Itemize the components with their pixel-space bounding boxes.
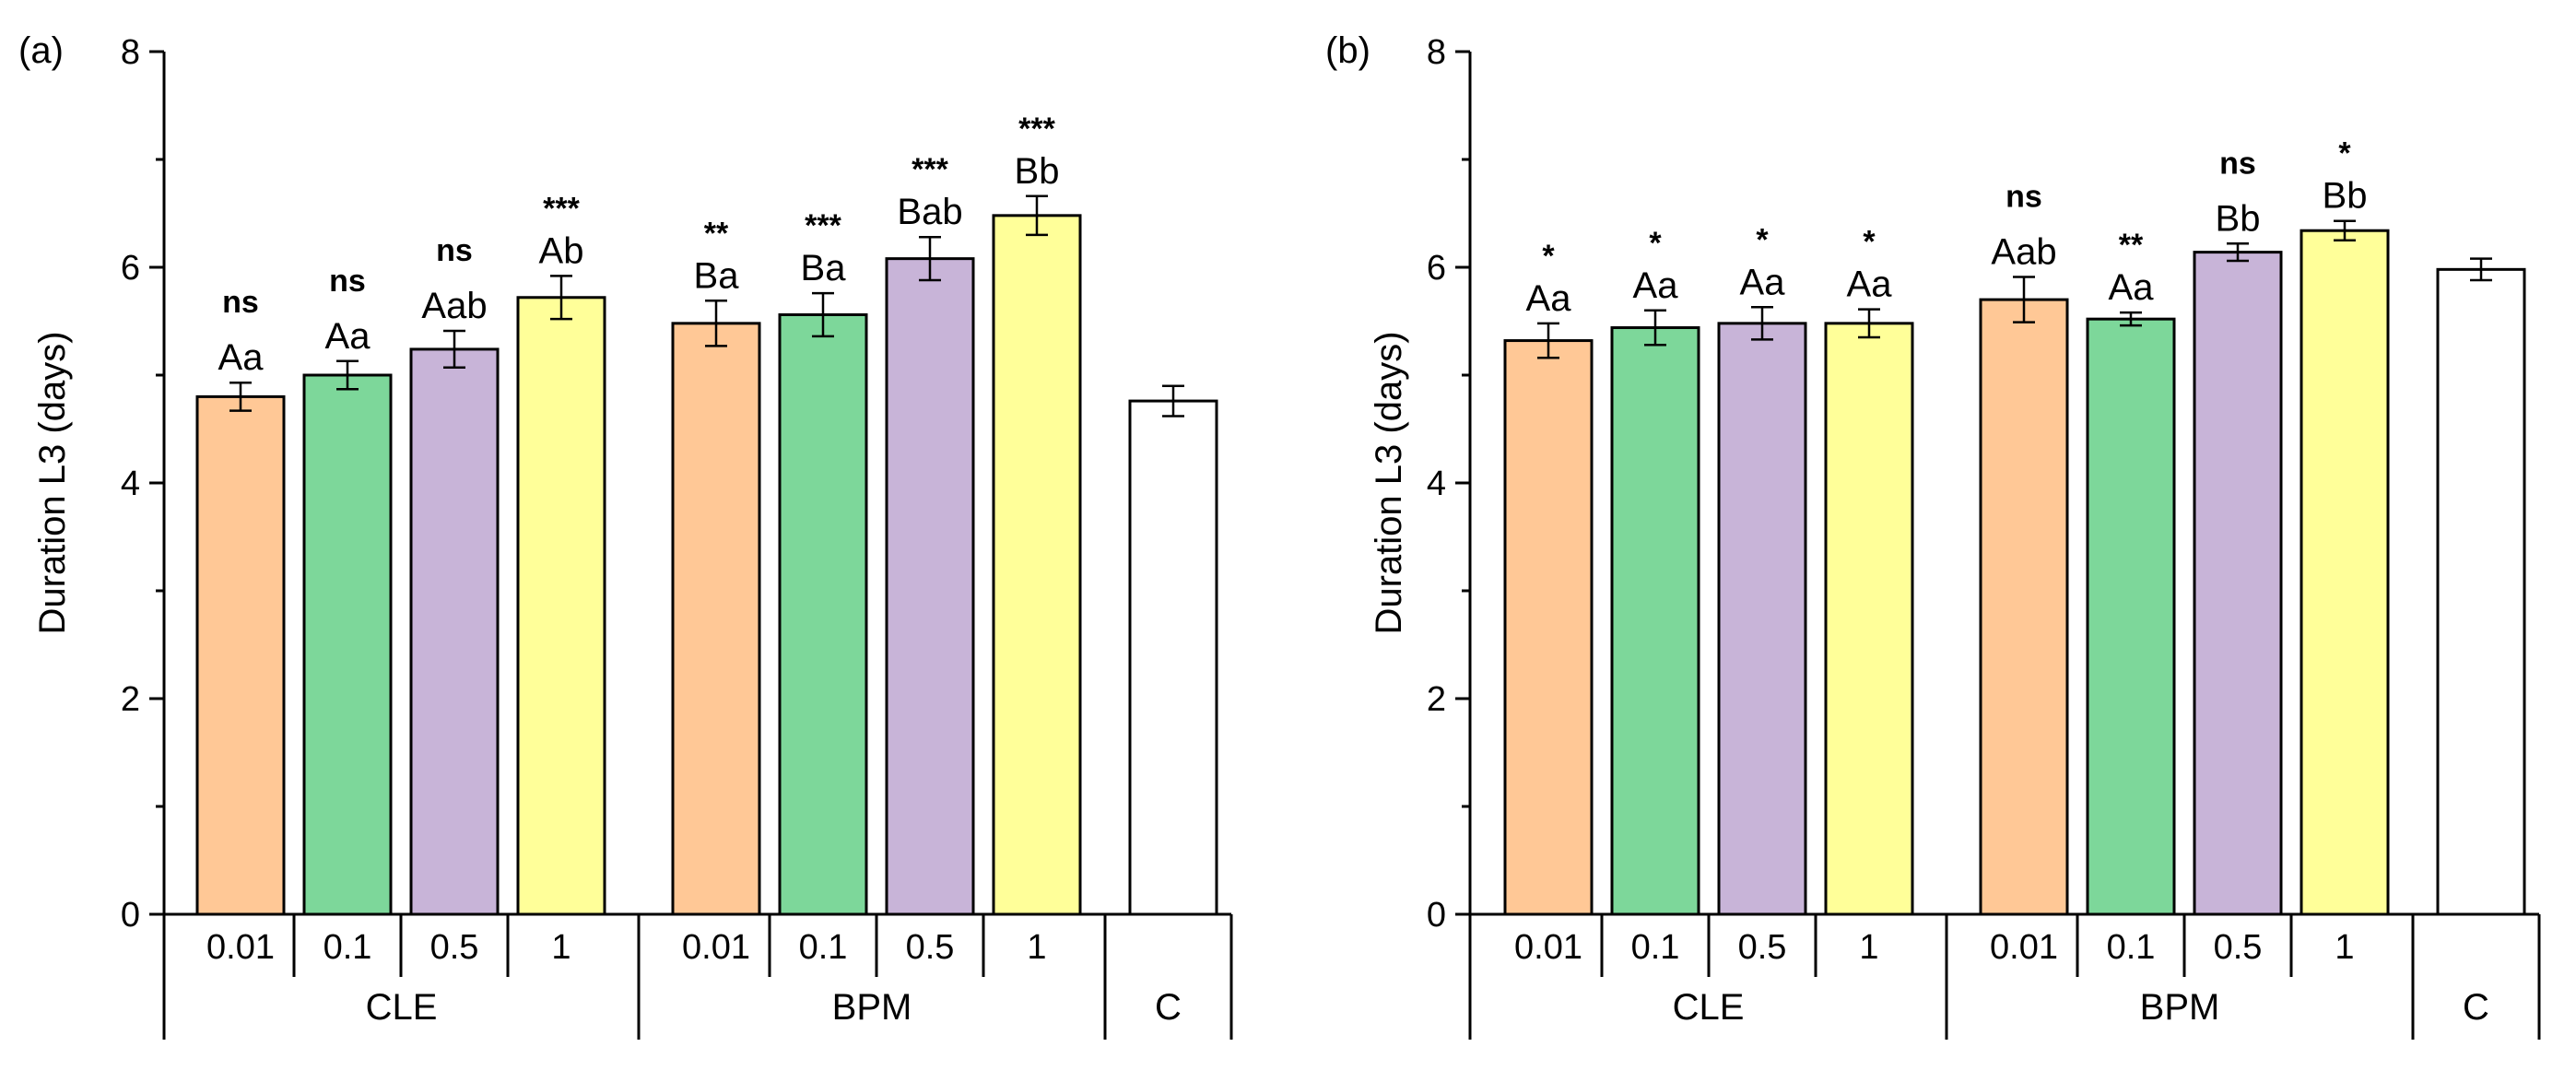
x-category-label: 0.01 bbox=[206, 928, 275, 967]
y-tick-label: 0 bbox=[1427, 896, 1446, 935]
x-category-label: 0.01 bbox=[1990, 928, 2058, 967]
y-tick-label: 4 bbox=[1427, 465, 1446, 503]
x-category-label: 0.1 bbox=[799, 928, 848, 967]
bar-letters: Aa bbox=[218, 337, 265, 378]
bar bbox=[1979, 298, 2069, 916]
x-group-label: C bbox=[2463, 987, 2489, 1028]
bar bbox=[671, 322, 761, 916]
bar-letters: Aa bbox=[1740, 262, 1786, 302]
x-category-label: 1 bbox=[1859, 928, 1878, 967]
y-tick-label: 8 bbox=[121, 33, 140, 72]
y-tick-label: 2 bbox=[1427, 680, 1446, 719]
x-category-label: 1 bbox=[1027, 928, 1046, 967]
bar bbox=[516, 296, 606, 916]
x-category-label: 0.1 bbox=[323, 928, 372, 967]
x-category-label: 0.01 bbox=[682, 928, 750, 967]
significance-label: *** bbox=[912, 152, 948, 187]
bar-letters: Aa bbox=[1526, 278, 1572, 319]
bar bbox=[778, 312, 868, 916]
panel-label: (a) bbox=[18, 30, 64, 71]
x-group-label: CLE bbox=[1673, 987, 1745, 1028]
bar bbox=[1128, 399, 1218, 916]
x-category-label: 0.01 bbox=[1514, 928, 1582, 967]
bar bbox=[1717, 322, 1807, 916]
x-category-label: 0.1 bbox=[2107, 928, 2156, 967]
y-tick-label: 4 bbox=[121, 465, 140, 503]
bar bbox=[2193, 251, 2283, 916]
significance-label: * bbox=[1863, 225, 1876, 260]
y-axis-title: Duration L3 (days) bbox=[32, 331, 73, 634]
bar bbox=[195, 394, 286, 916]
y-tick-label: 8 bbox=[1427, 33, 1446, 72]
significance-label: ns bbox=[2219, 146, 2256, 181]
bar-letters: Ba bbox=[694, 255, 740, 296]
significance-label: ** bbox=[2119, 228, 2144, 263]
significance-label: * bbox=[2338, 136, 2351, 171]
significance-label: * bbox=[1649, 226, 1662, 261]
panel-label: (b) bbox=[1325, 30, 1370, 71]
y-tick-label: 2 bbox=[121, 680, 140, 719]
bar bbox=[2300, 229, 2390, 916]
x-category-label: 0.1 bbox=[1631, 928, 1680, 967]
bar-letters: Aa bbox=[325, 316, 371, 357]
y-axis-title: Duration L3 (days) bbox=[1369, 331, 1409, 634]
bar-letters: Aab bbox=[421, 286, 487, 326]
chart-panel-a: (a) 0 2 4 6 8 Duration L3 (days) Aa ns Aa ns Aab ns A… bbox=[18, 30, 1233, 1040]
x-category-label: 0.5 bbox=[1738, 928, 1787, 967]
significance-label: ns bbox=[222, 285, 259, 320]
bar bbox=[1824, 322, 1914, 916]
significance-label: ns bbox=[329, 264, 366, 299]
bar bbox=[2436, 267, 2526, 916]
significance-label: *** bbox=[805, 208, 841, 243]
y-tick-label: 6 bbox=[121, 249, 140, 288]
x-category-label: 0.5 bbox=[906, 928, 955, 967]
bar bbox=[2086, 317, 2176, 916]
significance-label: * bbox=[1542, 239, 1555, 274]
bar bbox=[302, 373, 393, 916]
bar-letters: Aa bbox=[1847, 265, 1893, 305]
bar-letters: Ab bbox=[539, 230, 584, 271]
bar-letters: Bb bbox=[2323, 176, 2368, 217]
y-tick-label: 6 bbox=[1427, 249, 1446, 288]
x-category-label: 1 bbox=[551, 928, 570, 967]
significance-label: * bbox=[1756, 222, 1769, 257]
bar-letters: Bb bbox=[2216, 198, 2261, 239]
significance-label: ** bbox=[704, 216, 729, 251]
bar bbox=[1503, 339, 1594, 916]
x-group-label: BPM bbox=[2140, 987, 2220, 1028]
chart-panel-b: (b) 0 2 4 6 8 Duration L3 (days) Aa * Aa * Aa * Aa * Aa… bbox=[1325, 30, 2541, 1040]
bar bbox=[992, 214, 1082, 916]
x-group-label: CLE bbox=[366, 987, 438, 1028]
bar bbox=[885, 257, 975, 916]
significance-label: *** bbox=[543, 191, 580, 226]
x-category-label: 0.5 bbox=[2214, 928, 2263, 967]
x-category-label: 0.5 bbox=[430, 928, 479, 967]
bar-letters: Bb bbox=[1015, 151, 1060, 192]
significance-label: ns bbox=[436, 233, 473, 268]
bar-letters: Aa bbox=[2109, 267, 2155, 308]
x-group-label: BPM bbox=[832, 987, 912, 1028]
bar-letters: Aab bbox=[1991, 232, 2056, 273]
bar-letters: Bab bbox=[897, 192, 962, 232]
bar bbox=[409, 347, 500, 916]
significance-label: *** bbox=[1018, 112, 1055, 147]
x-group-label: C bbox=[1155, 987, 1182, 1028]
bar-letters: Aa bbox=[1633, 265, 1679, 306]
bar-letters: Ba bbox=[801, 248, 847, 288]
y-tick-label: 0 bbox=[121, 896, 140, 935]
bar bbox=[1610, 326, 1700, 916]
x-category-label: 1 bbox=[2335, 928, 2354, 967]
significance-label: ns bbox=[2006, 180, 2042, 215]
